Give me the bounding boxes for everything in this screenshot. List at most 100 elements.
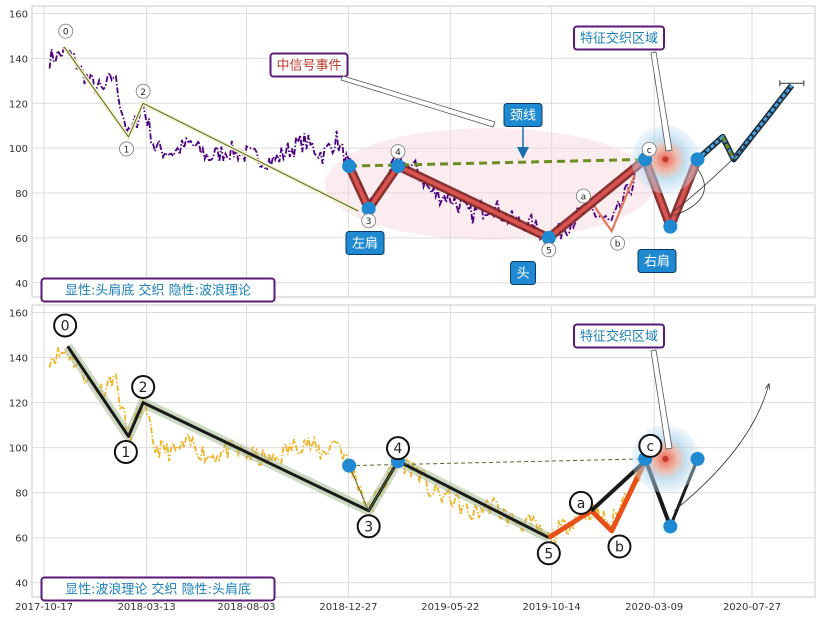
wave-marker-label-4: 4 [394,441,403,457]
wave-marker-5 [541,242,557,258]
wave-marker-label-0: 0 [63,28,69,38]
wave-marker-label-b: b [615,240,621,250]
feature-zone-label-text: 特征交织区域 [580,329,658,345]
panel-bottom: 40 60 80 100 120 140 160 0 1 2 3 4 5 a b c 特征交织区域显性:波浪理论… [9,304,816,602]
wave-marker-1 [119,141,134,157]
wave-marker-3 [361,213,377,229]
wave-marker-label-a: a [581,192,587,202]
feature-zone-label-box [573,25,665,51]
wave-marker-label-3: 3 [366,217,372,227]
trend-curve-inner [674,163,705,216]
legend-label-box [40,576,276,602]
trend-curve [674,94,788,212]
wave-marker-2 [131,374,156,399]
x-tick-label: 2020-07-27 [723,602,781,613]
mid-signal-label-text: 中信号事件 [276,59,341,74]
left-shoulder-label-text: 左肩 [352,236,378,252]
pivot-dot [342,159,357,174]
projection-inner [696,84,793,163]
pivot-dot [541,230,556,245]
wave-marker-c [638,433,663,458]
wave-marker-label-5: 5 [544,546,553,562]
wave-marker-1 [113,439,138,464]
wave-marker-3 [356,514,381,539]
wave-line [63,46,359,212]
wave-marker-label-1: 1 [121,445,130,461]
wave-marker-label-5: 5 [546,246,552,256]
pivot-dot [690,152,705,167]
mid-signal-label-box [269,52,349,78]
y-tick-label: 80 [15,489,28,500]
legend-label-text: 显性:波浪理论 交织 隐性:头肩底 [65,582,251,598]
feature-zone-label-box [573,323,665,349]
chart-layer: 406080100120140160012345abc左肩头右肩颈线中信号事件特… [9,5,816,613]
feature-zone-center [662,455,669,462]
mid-signal-arrow [340,75,496,128]
legend-label-text: 显性:头肩底 交织 隐性:波浪理论 [65,283,251,299]
wave-marker-label-a: a [577,496,586,512]
x-tick-label: 2019-05-22 [421,602,479,613]
neckline [349,157,646,168]
pivot-dot [391,159,405,174]
wave-marker-label-2: 2 [139,380,148,396]
pivot-dot [690,451,705,466]
y-tick-label: 100 [9,144,28,155]
wave-marker-a [569,490,594,515]
neckline-label-text: 颈线 [510,109,536,124]
y-tick-label: 120 [9,99,28,110]
x-tick-label: 2020-03-09 [625,602,683,613]
pivot-dot [361,201,376,216]
y-tick-label: 120 [9,399,28,410]
y-tick-label: 40 [15,579,28,590]
x-tick-label: 2018-08-03 [217,602,275,613]
wave-marker-label-1: 1 [124,145,130,155]
head-label-text: 头 [516,267,529,282]
left-shoulder-label-box [345,231,385,255]
wave-marker-label-2: 2 [140,88,146,98]
x-tick-label: 2018-12-27 [319,602,377,613]
y-tick-label: 100 [9,444,28,455]
wave-marker-b [607,534,632,559]
feature-zone-center [662,156,669,163]
wave-marker-2 [135,83,151,99]
y-tick-label: 160 [9,9,28,20]
wave-marker-label-4: 4 [395,148,401,158]
wave-marker-4 [390,144,406,159]
feature-zone-arrow [650,349,673,450]
wave-abc-line [547,460,648,540]
legend-label-box [40,277,276,303]
y-tick-label: 80 [15,189,28,200]
trend-curve [674,385,768,511]
y-tick-label: 140 [9,354,28,365]
wave-ab-line [590,174,636,234]
wave-marker-c [641,141,657,157]
y-tick-label: 60 [15,534,28,545]
wave-marker-label-0: 0 [61,318,70,334]
x-tick-label: 2019-10-14 [523,602,581,613]
price-line [48,346,651,546]
panel-top: 40 60 80 100 120 140 160 0 1 2 3 4 5 a b c 左肩头 右肩 颈线 中信号事件 特… [9,5,816,303]
pivot-dot [342,458,357,473]
wave-marker-4 [386,436,410,461]
pivot-dot [663,519,678,534]
feature-zone-label-text: 特征交织区域 [580,31,658,47]
right-shoulder-label-box [637,249,677,273]
wave-marker-b [610,235,626,251]
wave-marker-label-c: c [647,439,655,455]
y-tick-label: 140 [9,54,28,65]
wave-marker-0 [53,313,78,338]
x-tick-label: 2017-10-17 [15,602,73,613]
head-label-box [510,261,536,285]
y-tick-label: 160 [9,309,28,320]
wave-marker-label-c: c [647,146,652,156]
feature-zone-arrow [650,51,673,152]
x-tick-label: 2018-03-13 [118,602,176,613]
target-bracket [779,80,805,87]
wave-marker-a [576,188,591,204]
wave-marker-5 [536,541,561,566]
wave-marker-label-3: 3 [364,519,373,535]
pivot-dot [663,219,678,234]
neckline-label-box [503,103,543,127]
